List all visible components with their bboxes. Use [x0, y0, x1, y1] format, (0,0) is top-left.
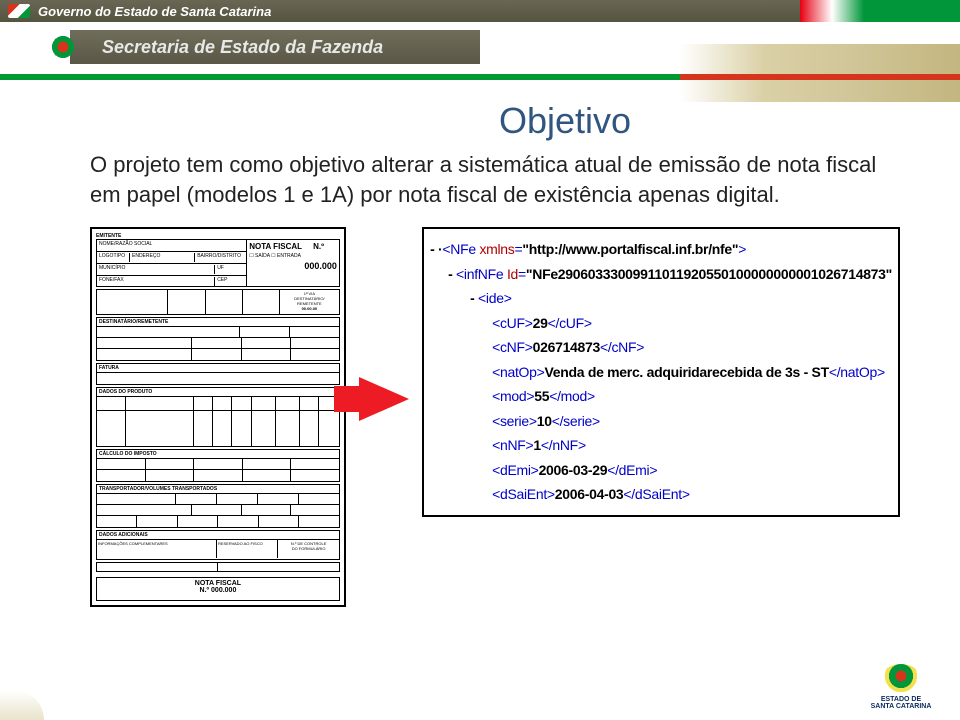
crest-text-2: SANTA CATARINA [856, 703, 946, 710]
diagram-row: EMITENTE NOME/RAZÃO SOCIAL LOGOTIPOENDER… [90, 227, 900, 607]
xml-line: <cUF>29</cUF> [430, 311, 892, 336]
pf-field: NOME/RAZÃO SOCIAL [97, 240, 246, 252]
divider-stripe [0, 74, 960, 80]
xml-line: <natOp>Venda de merc. adquiridarecebida … [430, 360, 892, 385]
main-content: Objetivo O projeto tem como objetivo alt… [0, 80, 960, 607]
top-bar: Governo do Estado de Santa Catarina [0, 0, 960, 22]
xml-line: <mod>55</mod> [430, 384, 892, 409]
xml-line: <cNF>026714873</cNF> [430, 335, 892, 360]
paper-invoice-form: EMITENTE NOME/RAZÃO SOCIAL LOGOTIPOENDER… [90, 227, 346, 607]
state-flag-icon [8, 4, 30, 18]
xml-line: - ·<NFe xmlns="http://www.portalfiscal.i… [430, 237, 892, 262]
top-color-band [800, 0, 960, 22]
pf-logo-label: LOGOTIPO [99, 253, 129, 262]
xml-line: <dSaiEnt>2006-04-03</dSaiEnt> [430, 482, 892, 507]
xml-line: <dEmi>2006-03-29</dEmi> [430, 458, 892, 483]
xml-line: <serie>10</serie> [430, 409, 892, 434]
sub-header-bar: Secretaria de Estado da Fazenda [0, 22, 960, 80]
crest-text-1: ESTADO DE [856, 696, 946, 703]
secretariat-panel: Secretaria de Estado da Fazenda [70, 30, 480, 64]
xml-line: - <ide> [430, 286, 892, 311]
arrow-icon [359, 377, 409, 421]
xml-line: <nNF>1</nNF> [430, 433, 892, 458]
crest-icon [881, 664, 921, 694]
transformation-arrow [346, 227, 422, 421]
body-paragraph: O projeto tem como objetivo alterar a si… [90, 150, 900, 209]
slide-header: Governo do Estado de Santa Catarina Secr… [0, 0, 960, 80]
state-crest-logo: ESTADO DE SANTA CATARINA [856, 664, 946, 710]
footer-left-decoration [0, 690, 44, 720]
background-photo [680, 44, 960, 102]
xml-line: - <infNFe Id="NFe29060333009911011920550… [430, 262, 892, 287]
xml-code-box: - ·<NFe xmlns="http://www.portalfiscal.i… [422, 227, 900, 517]
gov-text: Governo do Estado de Santa Catarina [38, 4, 271, 19]
secretariat-text: Secretaria de Estado da Fazenda [102, 37, 383, 58]
slide-title: Objetivo [230, 100, 900, 142]
swirl-logo-icon [50, 34, 76, 60]
